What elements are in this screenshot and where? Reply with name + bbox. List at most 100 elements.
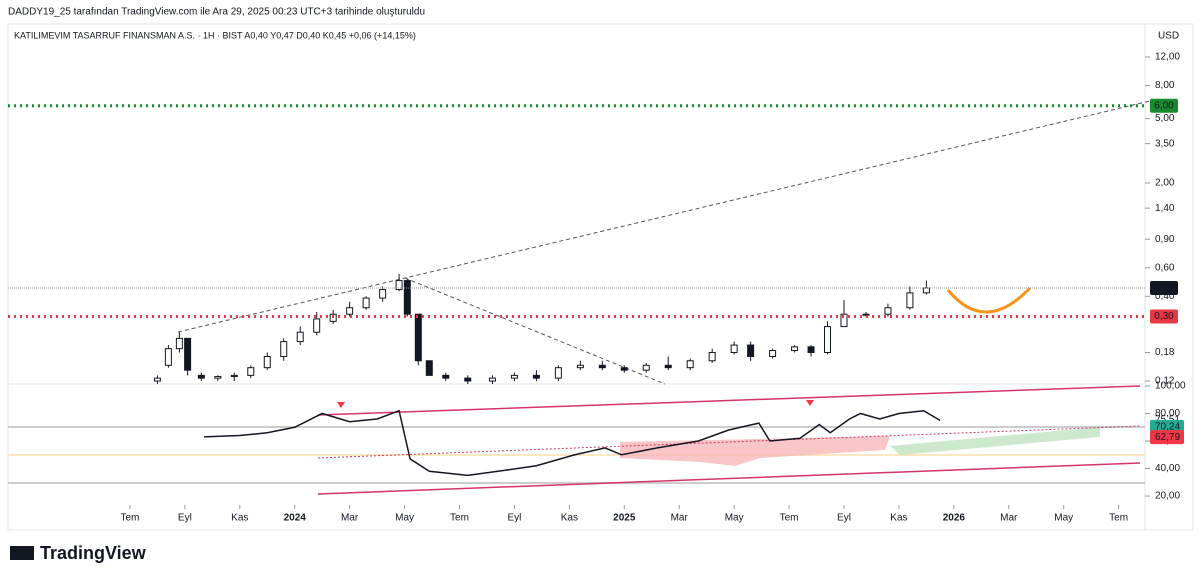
candle-body (362, 297, 370, 309)
x-tick-label: 2025 (613, 513, 636, 524)
candle-body (664, 364, 672, 369)
y-tick-label: 2,00 (1155, 178, 1175, 189)
candle-body (598, 364, 606, 369)
value-tag (1150, 430, 1184, 445)
y-tick-label: 40,00 (1155, 463, 1180, 474)
candle-body (730, 344, 738, 353)
x-tick-label: Tem (780, 513, 799, 524)
channel-line (317, 385, 1141, 416)
candle-body (247, 367, 255, 376)
candle-body (708, 351, 716, 362)
x-tick-label: Mar (1000, 513, 1018, 524)
candle-body (884, 307, 892, 315)
y-tick-label: 0,12 (1155, 376, 1175, 387)
credit: DADDY19_25 tarafından TradingView.com il… (8, 7, 425, 18)
channel-line (317, 462, 1141, 495)
x-tick-label: Tem (450, 513, 469, 524)
level-label: 0,30 (1154, 311, 1174, 322)
x-tick-label: 2024 (284, 513, 307, 524)
candle-body (488, 377, 496, 382)
y-tick-label: 80,00 (1155, 408, 1180, 419)
x-tick-label: Eyl (507, 513, 521, 524)
trendline (404, 277, 666, 385)
candle-body (554, 367, 562, 379)
candle-body (379, 289, 387, 299)
candle-body (346, 307, 354, 315)
candle-body (403, 280, 411, 315)
y-tick-label: 0,60 (1155, 262, 1175, 273)
x-tick-label: Tem (1109, 513, 1128, 524)
level-tag (1150, 98, 1178, 113)
level-label: 6,00 (1154, 100, 1174, 111)
candle-body (769, 350, 777, 357)
candle-body (214, 375, 222, 379)
candle-body (620, 367, 628, 371)
x-tick-label: Mar (671, 513, 689, 524)
candle-body (576, 364, 584, 369)
candle-body (824, 326, 832, 353)
candle-body (414, 313, 422, 362)
candle-body (425, 360, 433, 376)
candle-body (532, 374, 540, 379)
y-tick-label: 100,00 (1155, 381, 1186, 392)
value-label: 70,24 (1155, 422, 1180, 433)
candle-body (280, 341, 288, 357)
trendline (177, 100, 1151, 333)
level-tag (1150, 280, 1178, 295)
logo-mark (10, 546, 34, 560)
candle-body (747, 344, 755, 357)
candle-body (807, 346, 815, 353)
level-tag (1150, 309, 1178, 324)
y-tick-label: 0,40 (1155, 291, 1175, 302)
signal-marker (337, 402, 345, 408)
y-tick-label: 1,40 (1155, 203, 1175, 214)
level-label: 0,45 (1154, 283, 1174, 294)
candle-body (184, 337, 192, 371)
candle-body (442, 374, 450, 379)
signal-marker (806, 400, 814, 406)
x-tick-label: May (395, 513, 414, 524)
value-label: 62,79 (1155, 432, 1180, 443)
y-tick-label: 20,00 (1155, 491, 1180, 502)
candle-body (153, 377, 161, 382)
indicator-line (204, 409, 941, 477)
y-tick-label: 0,18 (1155, 347, 1175, 358)
candle-body (395, 280, 403, 291)
value-label: 75,51 (1155, 414, 1180, 425)
x-tick-label: May (1054, 513, 1073, 524)
x-tick-label: 2026 (943, 513, 966, 524)
y-tick-label: 12,00 (1155, 52, 1180, 63)
x-tick-label: Mar (341, 513, 359, 524)
candle-body (922, 287, 930, 294)
logo: TradingView (40, 543, 147, 563)
arc-drawing (946, 286, 1032, 314)
x-tick-label: May (725, 513, 744, 524)
channel-mid (317, 425, 1141, 459)
chart-frame (7, 23, 1194, 531)
x-tick-label: Kas (890, 513, 907, 524)
cloud-green (890, 427, 1100, 455)
y-tick-label: 0,90 (1155, 234, 1175, 245)
candle-body (313, 318, 321, 333)
x-tick-label: Tem (120, 513, 139, 524)
currency: USD (1158, 31, 1179, 42)
symbol-legend: KATILIMEVIM TASARRUF FINANSMAN A.S. · 1H… (14, 30, 416, 40)
x-tick-label: Eyl (837, 513, 851, 524)
candle-body (175, 337, 183, 350)
x-tick-label: Kas (561, 513, 578, 524)
y-tick-label: 5,00 (1155, 113, 1175, 124)
y-tick-label: 8,00 (1155, 80, 1175, 91)
candle-body (686, 360, 694, 369)
candle-body (263, 355, 271, 369)
candle-body (510, 374, 518, 379)
candle-body (164, 348, 172, 366)
x-tick-label: Eyl (178, 513, 192, 524)
candle-body (840, 313, 848, 328)
candle-body (642, 364, 650, 371)
candle-body (296, 331, 304, 343)
candle-body (862, 313, 870, 316)
candle-body (906, 292, 914, 309)
candle-body (230, 374, 238, 377)
